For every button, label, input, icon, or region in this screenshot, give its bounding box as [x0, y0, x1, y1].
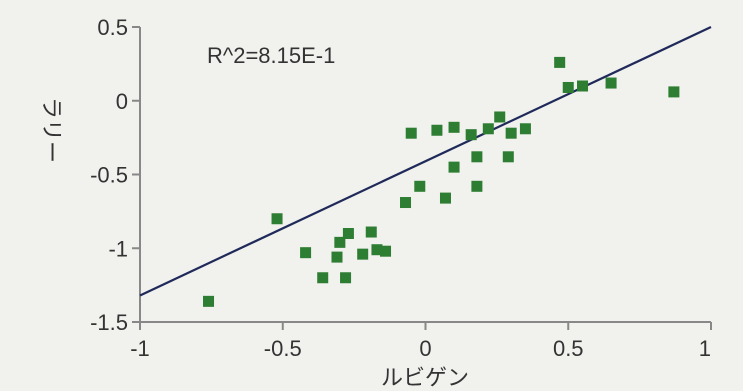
data-point	[519, 123, 531, 135]
x-axis-title: ルビゲン	[381, 366, 469, 391]
data-point	[431, 124, 443, 136]
y-axis-title: ラリー	[38, 97, 63, 163]
x-tick-label: 1	[699, 336, 711, 361]
y-tick-label: -0.5	[90, 163, 128, 188]
data-point	[300, 247, 312, 259]
data-point	[414, 180, 426, 192]
y-tick-group: 0.5 0 -0.5 -1 -1.5	[90, 15, 140, 335]
y-tick-label: 0.5	[97, 15, 128, 40]
data-point	[334, 236, 346, 248]
data-point	[380, 245, 392, 257]
y-tick-label: 0	[116, 89, 128, 114]
axes	[139, 27, 711, 323]
data-point	[554, 56, 566, 68]
data-point	[271, 213, 283, 225]
data-point	[562, 81, 574, 93]
data-point	[465, 129, 477, 141]
data-point	[471, 151, 483, 163]
data-point	[471, 180, 483, 192]
data-point	[448, 161, 460, 173]
data-point	[342, 228, 354, 239]
data-point	[340, 272, 352, 284]
x-tick-label: 0	[419, 336, 431, 361]
data-point	[357, 248, 369, 260]
y-tick-label: -1	[108, 236, 128, 261]
x-tick-label: -1	[130, 336, 150, 361]
regression-line	[139, 26, 712, 297]
data-point	[317, 272, 329, 284]
x-tick-group: -1 -0.5 0 0.5 1	[130, 322, 712, 361]
data-point	[482, 123, 494, 135]
data-point	[494, 111, 506, 123]
data-point	[439, 192, 451, 204]
data-point	[668, 86, 680, 98]
x-tick-label: 0.5	[553, 336, 584, 361]
data-point	[371, 244, 383, 256]
r-squared-annotation: R^2=8.15E-1	[207, 43, 335, 68]
data-point	[502, 151, 514, 163]
x-tick-label: -0.5	[264, 336, 302, 361]
data-point	[448, 121, 460, 133]
data-point	[400, 197, 412, 209]
data-point	[203, 295, 215, 307]
data-point	[405, 127, 417, 139]
data-point	[505, 127, 517, 139]
data-points	[203, 56, 680, 307]
data-point	[365, 226, 377, 238]
data-point	[331, 251, 343, 263]
y-tick-label: -1.5	[90, 310, 128, 335]
data-point	[577, 80, 589, 92]
data-point	[605, 77, 617, 89]
